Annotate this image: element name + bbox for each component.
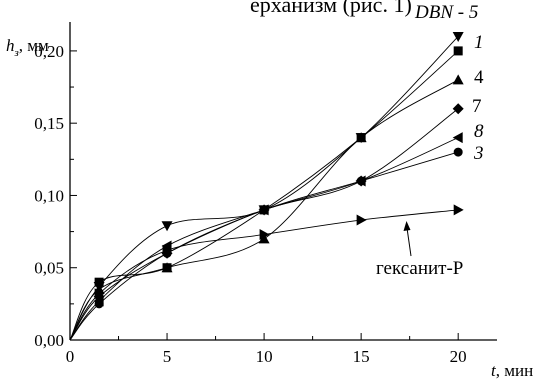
y-axis-symbol: h — [6, 36, 15, 55]
data-point-triangle-right — [259, 228, 270, 240]
data-point-triangle-right — [453, 204, 464, 216]
series-label: DBN - 5 — [414, 2, 478, 23]
series-label: 8 — [474, 121, 484, 142]
series-label: 1 — [474, 32, 484, 53]
annotation-label: гексанит-Р — [376, 258, 463, 279]
y-axis-unit: , мм — [19, 36, 49, 55]
y-tick-label: 0,05 — [34, 259, 64, 278]
y-tick-label: 0,00 — [34, 331, 64, 350]
y-axis-label: hз, мм — [6, 36, 49, 59]
axes: 0 5 10 15 20 0,00 0,05 0,10 0,15 0,20 — [34, 22, 497, 366]
data-point-triangle-right — [162, 244, 173, 256]
y-tick-label: 0,15 — [34, 114, 64, 133]
x-tick-label: 5 — [163, 347, 172, 366]
curves — [69, 36, 459, 341]
y-axis-subscript: з — [14, 47, 19, 59]
data-point-square — [94, 277, 104, 287]
x-axis-label: t, мин — [491, 361, 533, 380]
caption-fragment: ерханизм (рис. 1) — [250, 0, 412, 17]
annotation-arrow-line — [406, 227, 412, 257]
data-point-triangle-up — [161, 262, 173, 273]
data-point-circle — [259, 205, 269, 215]
data-point-triangle-down — [452, 31, 464, 42]
x-axis-symbol: t — [491, 361, 497, 380]
data-point-circle — [356, 176, 366, 186]
y-tick-label: 0,10 — [34, 186, 64, 205]
series-curve — [69, 151, 459, 341]
series-label: 7 — [472, 96, 482, 117]
data-point-square — [453, 46, 463, 56]
data-point-triangle-up — [258, 233, 270, 244]
series-curve — [69, 36, 459, 341]
data-point-circle — [94, 299, 104, 309]
series-label: 3 — [473, 143, 484, 164]
series-curve — [69, 108, 459, 341]
data-point-triangle-right — [94, 288, 105, 300]
series-labels: DBN - 5 1 4 7 83 гексанит-Р — [376, 2, 484, 279]
annotation-arrow-head — [403, 221, 411, 231]
x-axis-unit: , мин — [496, 361, 533, 380]
x-tick-label: 0 — [66, 347, 75, 366]
data-point-triangle-up — [355, 132, 367, 143]
y-tick-label: 0,20 — [34, 42, 64, 61]
data-point-triangle-right — [356, 214, 367, 226]
data-point-triangle-left — [452, 132, 463, 144]
x-tick-label: 10 — [256, 347, 273, 366]
data-point-triangle-up — [452, 74, 464, 85]
x-tick-label: 15 — [353, 347, 370, 366]
x-tick-label: 20 — [450, 347, 467, 366]
series-curve — [69, 50, 459, 341]
series-label: 4 — [474, 67, 484, 88]
data-point-diamond — [452, 103, 464, 115]
data-point-triangle-down — [161, 221, 173, 232]
markers — [93, 31, 464, 309]
data-point-circle — [453, 147, 463, 157]
